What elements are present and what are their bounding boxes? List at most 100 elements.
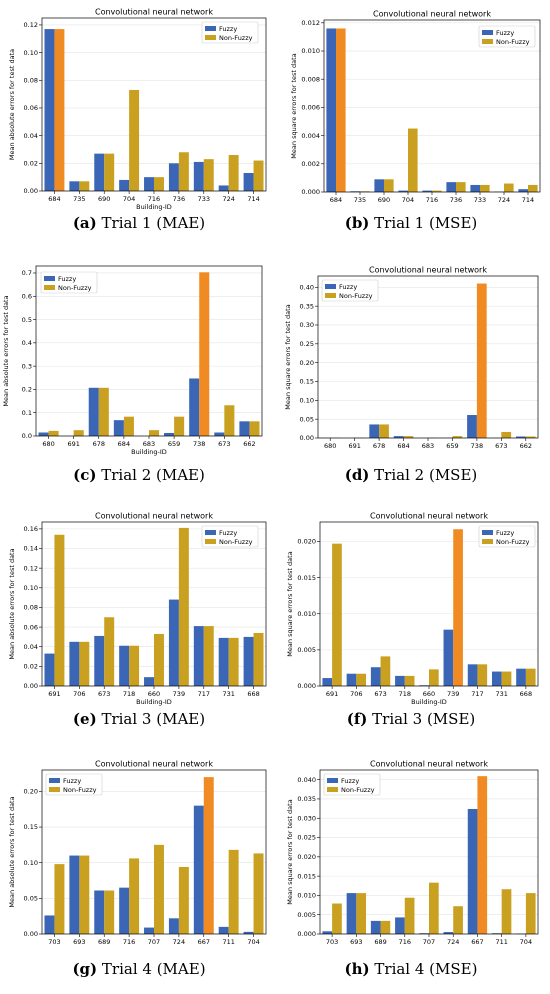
x-tick-label: 673 bbox=[495, 442, 507, 450]
chart-trial4-mse: 0.000 0.005 0.010 0.015 0.020 0.025 0.030 0.035… bbox=[286, 760, 539, 946]
bar-fuzzy-739 bbox=[443, 629, 454, 686]
x-tick-label: 662 bbox=[520, 442, 532, 450]
x-tick-label: 659 bbox=[446, 442, 458, 450]
x-tick-label: 738 bbox=[471, 442, 483, 450]
bar-fuzzy-684 bbox=[326, 28, 336, 193]
x-tick-label: 683 bbox=[143, 440, 155, 448]
bar-fuzzy-668 bbox=[516, 668, 526, 686]
y-tick-label: 0.005 bbox=[297, 646, 316, 654]
y-tick-label: 0.5 bbox=[22, 316, 32, 324]
plot-frame bbox=[319, 521, 539, 687]
bar-fuzzy-733 bbox=[193, 161, 204, 191]
x-tick-label: 703 bbox=[326, 938, 338, 946]
caption-b: (b) Trial 1 (MSE) bbox=[344, 214, 478, 232]
x-tick-label: 735 bbox=[354, 196, 366, 204]
bar-non-fuzzy-691 bbox=[54, 534, 65, 686]
plot-frame bbox=[317, 275, 539, 439]
bar-non-fuzzy-717 bbox=[477, 664, 488, 686]
bar-non-fuzzy-678 bbox=[379, 424, 389, 438]
bar-non-fuzzy-673 bbox=[224, 405, 235, 436]
chart-trial2-mae: 0.0 0.1 0.2 0.3 0.4 0.5 0.6 0.7 680 691 678 684 683 6… bbox=[2, 265, 263, 456]
x-tick-label: 680 bbox=[324, 442, 336, 450]
chart-title: Convolutional neural network bbox=[373, 10, 491, 19]
bar-fuzzy-724 bbox=[168, 918, 179, 934]
caption-e: (e) Trial 3 (MAE) bbox=[72, 710, 206, 728]
bar-fuzzy-707 bbox=[419, 933, 429, 934]
y-axis-label: Mean absolute errors for test data bbox=[8, 548, 16, 659]
legend-label: Non-Fuzzy bbox=[219, 538, 253, 546]
bar-non-fuzzy-716 bbox=[154, 177, 164, 191]
plot-frame bbox=[323, 19, 541, 193]
y-tick-label: 0.35 bbox=[300, 302, 314, 310]
bar-non-fuzzy-683 bbox=[149, 430, 160, 436]
plot-frame bbox=[41, 521, 267, 687]
y-tick-label: 0.010 bbox=[297, 892, 316, 900]
x-tick-label: 716 bbox=[148, 195, 160, 203]
bar-non-fuzzy-739 bbox=[178, 527, 189, 686]
y-tick-label: 0.40 bbox=[300, 284, 314, 292]
y-tick-label: 0.10 bbox=[300, 397, 314, 405]
bar-fuzzy-704 bbox=[398, 190, 408, 192]
bar-non-fuzzy-724 bbox=[228, 155, 239, 191]
bar-non-fuzzy-689 bbox=[380, 920, 391, 934]
y-tick-label: 0.10 bbox=[24, 859, 38, 867]
bar-fuzzy-668 bbox=[243, 636, 254, 686]
legend-label: Non-Fuzzy bbox=[496, 538, 530, 546]
bar-fuzzy-662 bbox=[516, 436, 526, 438]
x-tick-label: 668 bbox=[247, 690, 259, 698]
bar-fuzzy-667 bbox=[193, 805, 204, 934]
bar-non-fuzzy-684 bbox=[336, 28, 346, 193]
bar-non-fuzzy-731 bbox=[501, 671, 512, 686]
bar-fuzzy-680 bbox=[38, 432, 49, 436]
y-tick-label: 0.30 bbox=[300, 321, 314, 329]
y-tick-label: 0.008 bbox=[301, 75, 320, 83]
bar-fuzzy-691 bbox=[44, 653, 55, 686]
bar-fuzzy-735 bbox=[69, 181, 80, 191]
x-axis-label: Building-ID bbox=[136, 203, 172, 211]
panel-trial2-mae: 0.0 0.1 0.2 0.3 0.4 0.5 0.6 0.7 680 691 678 684 683 6… bbox=[2, 254, 274, 494]
x-tick-label: 706 bbox=[73, 690, 85, 698]
bar-fuzzy-717 bbox=[467, 664, 478, 686]
bar-non-fuzzy-668 bbox=[525, 668, 536, 686]
legend-label: Fuzzy bbox=[63, 777, 81, 785]
y-tick-label: 0.6 bbox=[22, 292, 32, 300]
bar-fuzzy-704 bbox=[119, 179, 130, 191]
x-tick-label: 678 bbox=[93, 440, 105, 448]
legend-swatch-fuzzy bbox=[482, 30, 493, 35]
bar-fuzzy-706 bbox=[69, 641, 80, 686]
y-axis-label: Mean square errors for test data bbox=[286, 551, 294, 656]
y-tick-label: 0.015 bbox=[297, 872, 316, 880]
legend-swatch-fuzzy bbox=[205, 530, 216, 535]
y-tick-label: 0.3 bbox=[22, 362, 32, 370]
bar-non-fuzzy-667 bbox=[203, 777, 214, 934]
bar-non-fuzzy-716 bbox=[404, 897, 415, 934]
x-tick-label: 662 bbox=[243, 440, 255, 448]
y-tick-label: 0.12 bbox=[24, 21, 38, 29]
bar-non-fuzzy-716 bbox=[432, 190, 442, 192]
bar-non-fuzzy-707 bbox=[429, 882, 439, 934]
legend-label: Non-Fuzzy bbox=[496, 38, 530, 46]
bar-non-fuzzy-706 bbox=[356, 673, 367, 686]
plot-frame bbox=[35, 265, 263, 437]
y-tick-label: 0.05 bbox=[300, 415, 314, 423]
chart-title: Convolutional neural network bbox=[369, 266, 487, 275]
x-tick-label: 689 bbox=[374, 938, 386, 946]
bar-non-fuzzy-718 bbox=[404, 675, 415, 686]
y-tick-label: 0.000 bbox=[297, 682, 316, 690]
bar-non-fuzzy-733 bbox=[203, 159, 214, 191]
x-tick-label: 704 bbox=[247, 938, 259, 946]
bar-non-fuzzy-703 bbox=[54, 864, 65, 934]
y-tick-label: 0.00 bbox=[24, 930, 38, 938]
x-tick-label: 717 bbox=[198, 690, 210, 698]
chart-trial1-mse: 0.000 0.002 0.004 0.006 0.008 0.010 0.012 684 73… bbox=[290, 10, 541, 204]
y-tick-label: 0.015 bbox=[297, 574, 316, 582]
chart-trial1-mae: 0.00 0.02 0.04 0.06 0.08 0.10 0.12 684 735 690 704… bbox=[8, 8, 267, 211]
bar-non-fuzzy-659 bbox=[174, 416, 185, 436]
y-tick-label: 0.00 bbox=[24, 682, 38, 690]
bar-fuzzy-716 bbox=[119, 887, 130, 934]
bar-non-fuzzy-704 bbox=[525, 893, 536, 934]
y-tick-label: 0.08 bbox=[24, 76, 38, 84]
bar-non-fuzzy-706 bbox=[79, 641, 90, 686]
